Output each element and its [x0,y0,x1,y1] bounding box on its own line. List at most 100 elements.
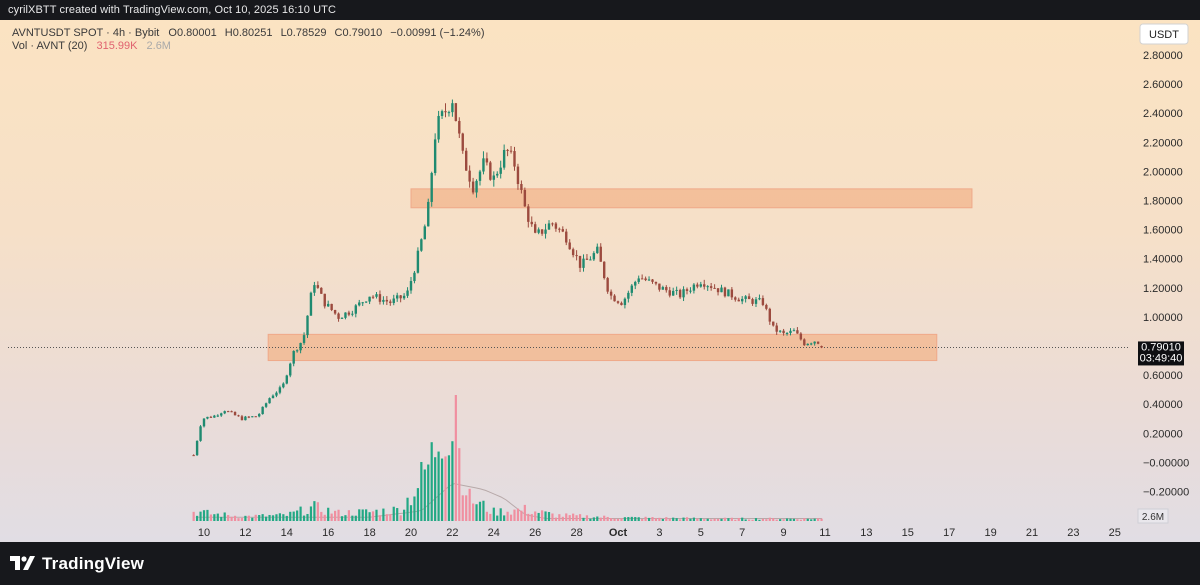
legend-high: H0.80251 [225,27,273,39]
x-tick-label: 28 [570,527,582,539]
candle [396,292,399,302]
volume-bar [271,515,275,521]
candle [606,276,609,294]
volume-bar [547,512,551,521]
x-tick-label: 24 [488,527,500,539]
volume-bar [654,518,658,521]
candle [692,283,696,294]
volume-bar [789,518,792,521]
volume-bar [482,500,485,521]
candle [440,109,444,119]
candle [678,288,682,299]
candle [409,277,413,294]
candle [247,416,251,419]
candle [492,171,495,187]
volume-axis-badge: 2.6M [1137,508,1169,524]
candle [289,362,292,378]
currency-badge[interactable]: USDT [1139,23,1189,45]
candle [216,414,219,418]
volume-bar [406,497,409,521]
candles-layer [192,99,823,457]
volume-bar [371,511,375,521]
volume-bar [275,514,278,521]
volume-bar [699,518,702,521]
candle [451,99,454,117]
candle [616,300,620,305]
candle [295,349,299,353]
candle [323,293,326,309]
volume-bar [478,501,482,521]
volume-bar [468,488,471,521]
candle [302,332,306,345]
time-axis[interactable]: 10 12 14 16 18 20 22 24 26 28 Oct 3 5 7 9 11 13 15 17 19 21 2… [198,527,1121,539]
volume-bar [251,517,254,521]
countdown-label: 03:49:40 [1140,352,1183,364]
volume-bar [516,508,520,521]
candle [378,290,382,305]
price-axis[interactable]: 2.80000 2.60000 2.40000 2.20000 2.00000 1.800… [1143,50,1189,499]
volume-bar [558,514,561,521]
candle [754,296,758,307]
legend: AVNTUSDT SPOT · 4h · Bybit O0.80001 H0.8… [12,27,484,52]
volume-bar [803,518,806,521]
volume-bar [765,519,768,521]
zones-layer [267,188,973,362]
candle [437,110,440,143]
candle [792,328,796,332]
legend-close: C0.79010 [335,27,383,39]
volume-bar [692,517,695,521]
candle [285,374,288,385]
volume-bar [444,456,447,521]
y-tick-label: 1.80000 [1143,196,1183,208]
volume-bar [551,513,554,521]
volume-bar [785,518,789,521]
candle [540,229,544,236]
x-tick-label: 11 [819,527,830,539]
volume-bar [775,519,778,521]
candle [375,291,378,299]
volume-bar [465,495,468,521]
volume-bar [399,515,402,521]
volume-bar [668,518,671,521]
candle [454,102,458,122]
candle [713,284,716,289]
candle [530,216,533,227]
volume-bar [520,510,523,521]
volume-bar [792,518,796,521]
volume-bar [375,509,378,521]
candle [620,301,623,306]
candle [264,402,268,409]
volume-bar [599,517,602,521]
candle [399,295,402,303]
volume-bar [641,519,644,521]
volume-bar [513,509,516,521]
volume-bar [220,516,223,521]
candle [571,247,575,258]
volume-bar [713,518,716,521]
tradingview-logo[interactable]: TradingView [10,552,144,576]
volume-bar [347,510,350,521]
volume-bar [302,515,306,521]
volume-bar [779,519,782,521]
candle [596,243,599,254]
price-chart[interactable]: AVNTUSDT SPOT · 4h · Bybit O0.80001 H0.8… [0,20,1200,542]
volume-bar [554,517,557,521]
candle [330,303,333,312]
candle [482,151,485,175]
candle [516,163,520,190]
candle [547,220,551,230]
candle [282,382,285,389]
volume-bar [261,514,264,521]
zone-resistance[interactable] [410,188,973,209]
volume-bar [454,395,457,521]
x-tick-label: 23 [1067,527,1079,539]
chart-area[interactable]: AVNTUSDT SPOT · 4h · Bybit O0.80001 H0.8… [0,20,1200,542]
x-tick-label: 5 [698,527,704,539]
volume-bar [537,512,540,521]
candle [192,454,195,457]
volume-bar [613,518,616,521]
candle [278,385,282,395]
volume-bar [772,518,775,521]
y-tick-label: 1.60000 [1143,225,1183,237]
